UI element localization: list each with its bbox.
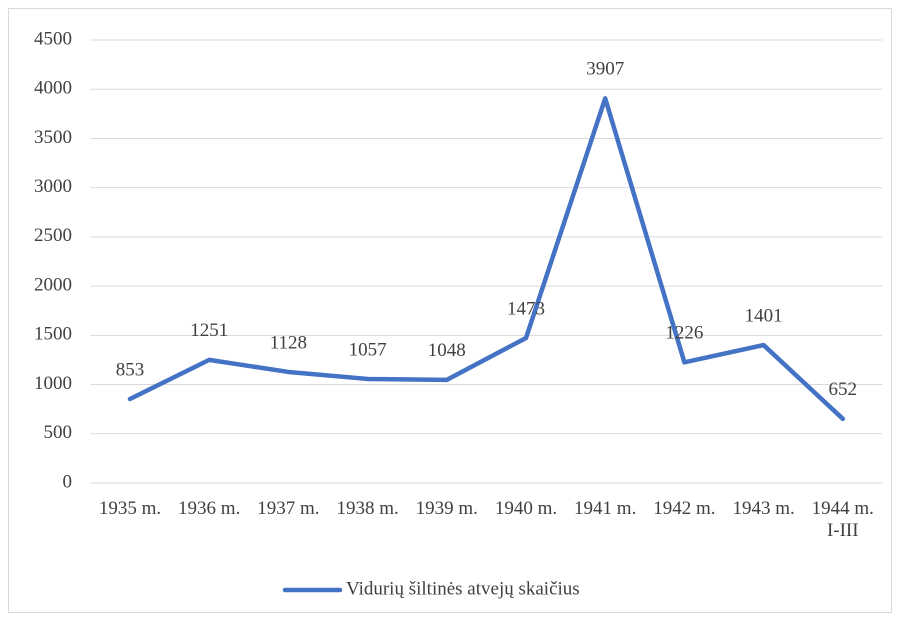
data-label: 1128 [270,332,307,353]
data-label: 1048 [428,340,466,361]
data-label: 1226 [665,323,703,344]
y-tick-label: 0 [63,471,73,492]
y-tick-label: 2000 [34,274,72,295]
y-tick-label: 2500 [34,225,72,246]
legend-label: Vidurių šiltinės atvejų skaičius [346,578,580,599]
data-line [127,96,846,422]
y-tick-label: 500 [44,422,73,443]
data-label: 853 [116,359,145,380]
y-tick-label: 4000 [34,78,72,99]
x-tick-label: 1936 m. [178,498,241,519]
data-label: 1473 [507,298,545,319]
data-label: 652 [829,379,858,400]
y-tick-label: 3000 [34,176,72,197]
y-tick-label: 3500 [34,127,72,148]
y-tick-label: 1500 [34,324,72,345]
x-tick-label: 1935 m. [98,498,162,519]
x-tick-label: 1939 m. [415,498,478,519]
data-label: 1057 [349,339,387,360]
data-label: 1251 [190,320,228,341]
y-tick-label: 1000 [34,373,72,394]
y-tick-label: 4500 [34,28,72,49]
data-label: 3907 [586,59,624,80]
x-tick-label: 1942 m. [653,498,716,519]
x-tick-label: 1938 m. [336,498,399,519]
chart-border [8,8,892,613]
x-tick-label: 1941 m. [574,498,637,519]
x-tick-label: 1937 m. [257,498,320,519]
x-tick-label: 1944 m. I-III [811,498,874,541]
x-tick-label: 1940 m. [494,498,558,519]
x-tick-label: 1943 m. [732,498,795,519]
data-label: 1401 [745,305,783,326]
